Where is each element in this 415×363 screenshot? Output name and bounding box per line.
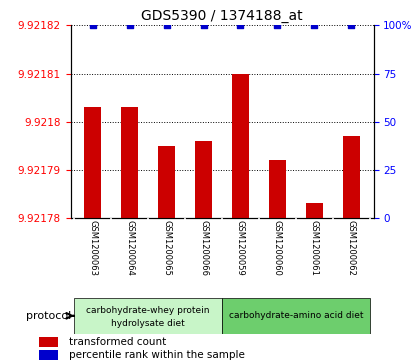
Text: transformed count: transformed count (69, 337, 166, 347)
Bar (74, 298, 222, 334)
Point (163, 23, 170, 28)
Text: GSM1200066: GSM1200066 (199, 220, 208, 276)
Text: protocol: protocol (26, 311, 71, 321)
Bar (39, 350, 58, 360)
Text: GSM1200059: GSM1200059 (236, 220, 245, 276)
Point (126, 23, 133, 28)
Bar (195, 141, 212, 218)
Bar (269, 160, 286, 218)
Text: GSM1200062: GSM1200062 (347, 220, 356, 276)
Text: carbohydrate-amino acid diet: carbohydrate-amino acid diet (229, 311, 363, 320)
Text: GSM1200060: GSM1200060 (273, 220, 282, 276)
Point (89, 23, 96, 28)
Point (274, 23, 281, 28)
Text: GSM1200065: GSM1200065 (162, 220, 171, 276)
Bar (39, 337, 58, 347)
Point (311, 23, 318, 28)
Text: hydrolysate diet: hydrolysate diet (111, 319, 185, 327)
Title: GDS5390 / 1374188_at: GDS5390 / 1374188_at (141, 9, 303, 23)
Point (237, 23, 244, 28)
Text: GSM1200064: GSM1200064 (125, 220, 134, 276)
Text: GSM1200063: GSM1200063 (88, 220, 97, 276)
Text: percentile rank within the sample: percentile rank within the sample (69, 350, 245, 360)
Bar (343, 136, 360, 218)
Bar (158, 146, 175, 218)
Bar (232, 73, 249, 218)
Point (348, 23, 355, 28)
Bar (222, 298, 370, 334)
Bar (121, 107, 138, 218)
Point (200, 23, 207, 28)
Bar (306, 203, 323, 218)
Text: carbohydrate-whey protein: carbohydrate-whey protein (86, 306, 210, 315)
Text: GSM1200061: GSM1200061 (310, 220, 319, 276)
Bar (84, 107, 101, 218)
